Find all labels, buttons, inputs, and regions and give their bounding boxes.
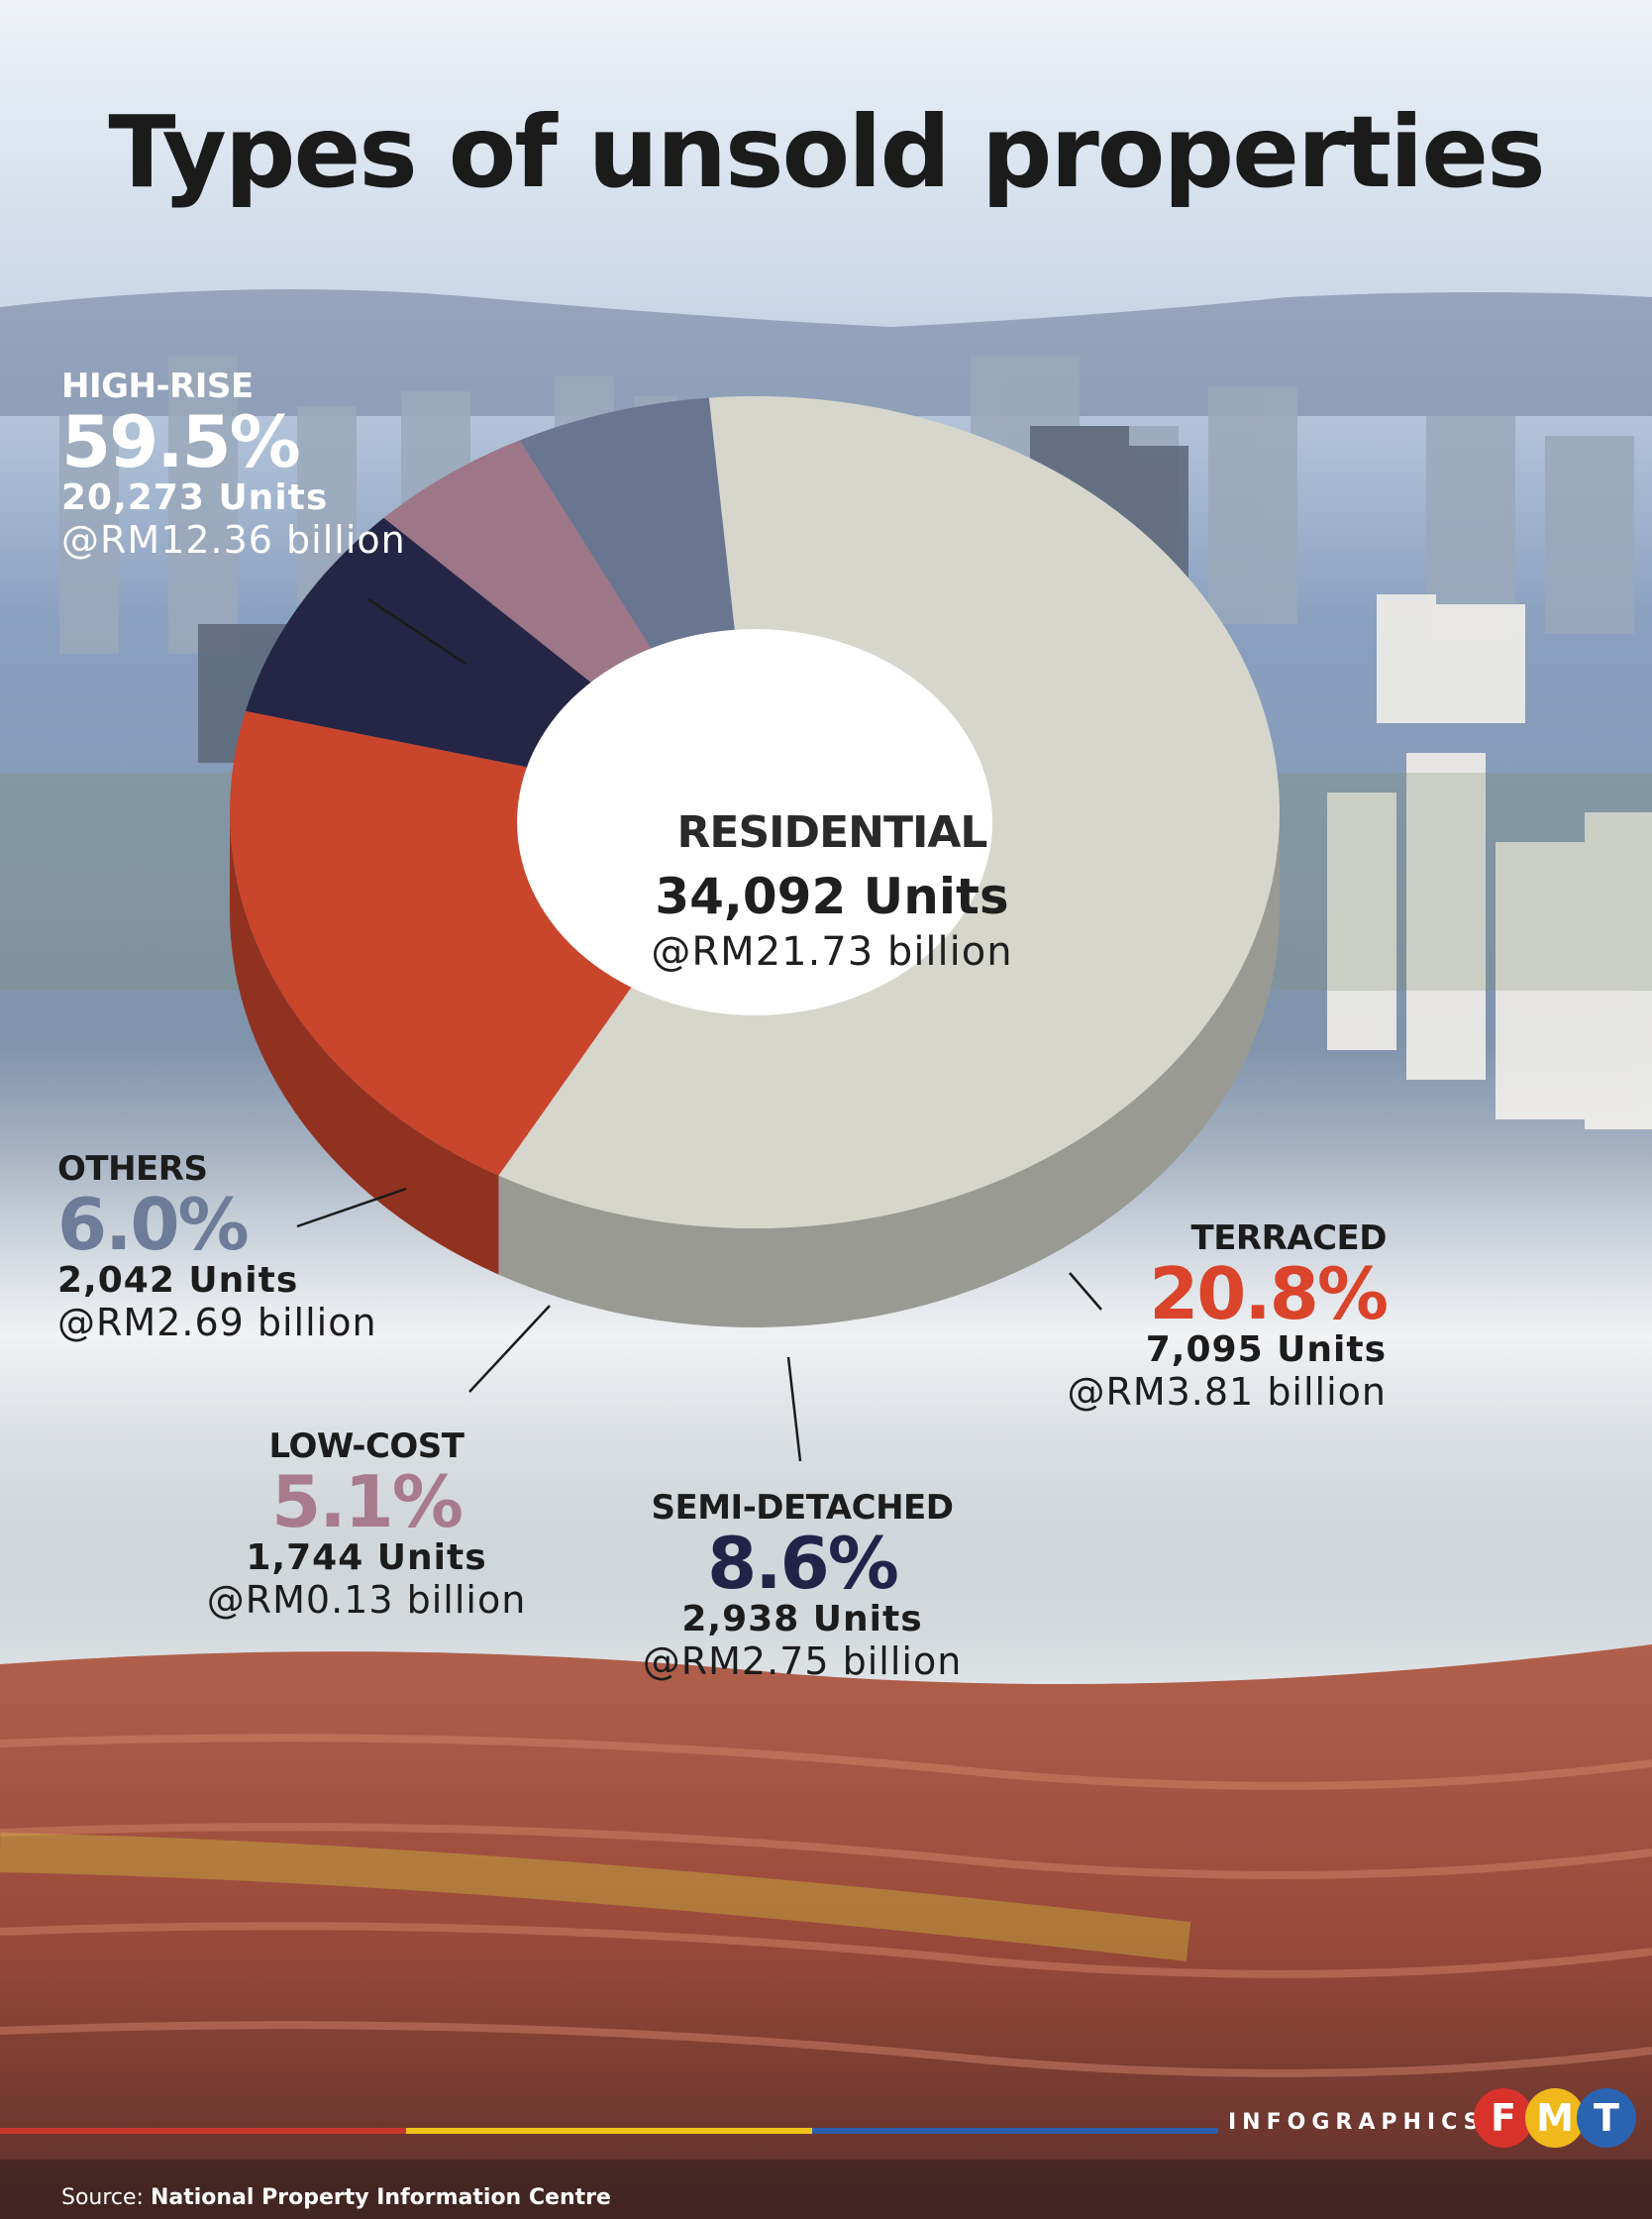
leader-line-highrise (367, 597, 466, 666)
footer-bar-yellow (406, 2128, 812, 2134)
leader-line-terraced (1069, 1272, 1102, 1311)
logo-letter-t: T (1577, 2088, 1636, 2148)
source-name: National Property Information Centre (150, 2185, 611, 2210)
label-terraced-percent: 20.8% (1149, 1252, 1389, 1335)
donut-side-group (230, 812, 1280, 1327)
page-title: Types of unsold properties (108, 94, 1545, 210)
label-others: OTHERS 6.0% 2,042 Units @RM2.69 billion (57, 1149, 377, 1344)
label-lowcost-units: 1,744 Units (246, 1537, 487, 1578)
label-semidetached-units: 2,938 Units (681, 1599, 923, 1639)
center-value: @RM21.73 billion (651, 929, 1013, 975)
leader-line-lowcost (468, 1305, 551, 1393)
label-highrise-percent: 59.5% (61, 400, 301, 483)
infographics-label: INFOGRAPHICS (1228, 2110, 1486, 2135)
leader-line-others (296, 1187, 407, 1228)
label-terraced: TERRACED 20.8% 7,095 Units @RM3.81 billi… (990, 1218, 1389, 1414)
slice-side-highrise (498, 812, 1280, 1327)
label-semidetached-value: @RM2.75 billion (642, 1639, 963, 1683)
label-semidetached-name: SEMI-DETACHED (651, 1488, 954, 1528)
label-terraced-value: @RM3.81 billion (1067, 1370, 1387, 1414)
label-highrise-name: HIGH-RISE (61, 367, 254, 406)
donut-hole (517, 629, 992, 1015)
label-lowcost: LOW-COST 5.1% 1,744 Units @RM0.13 billio… (158, 1426, 574, 1622)
footer-bar-red (0, 2128, 406, 2134)
label-others-units: 2,042 Units (57, 1260, 299, 1301)
label-highrise-value: @RM12.36 billion (61, 518, 406, 562)
source-note: Source: National Property Information Ce… (61, 2185, 611, 2210)
label-others-name: OTHERS (57, 1149, 208, 1189)
label-lowcost-name: LOW-COST (268, 1426, 465, 1466)
center-category: RESIDENTIAL (676, 807, 988, 858)
leader-lines (296, 597, 1102, 1462)
label-others-percent: 6.0% (57, 1183, 250, 1266)
center-units: 34,092 Units (655, 868, 1009, 925)
source-prefix: Source: (61, 2185, 151, 2210)
center-label: RESIDENTIAL 34,092 Units @RM21.73 billio… (555, 807, 1109, 975)
label-semidetached: SEMI-DETACHED 8.6% 2,938 Units @RM2.75 b… (584, 1488, 1020, 1683)
label-lowcost-value: @RM0.13 billion (206, 1578, 527, 1622)
label-others-value: @RM2.69 billion (57, 1301, 377, 1344)
label-semidetached-percent: 8.6% (707, 1522, 899, 1605)
label-lowcost-percent: 5.1% (271, 1460, 464, 1543)
leader-line-semidetached (786, 1356, 802, 1462)
label-terraced-name: TERRACED (1190, 1218, 1388, 1258)
label-terraced-units: 7,095 Units (1145, 1329, 1387, 1370)
logo-letter-f: F (1474, 2088, 1533, 2148)
footer-bar-blue (812, 2128, 1218, 2134)
label-highrise: HIGH-RISE 59.5% 20,273 Units @RM12.36 bi… (61, 367, 406, 562)
logo-letter-m: M (1525, 2088, 1585, 2148)
slice-side-terraced (230, 812, 499, 1275)
label-highrise-units: 20,273 Units (61, 477, 329, 518)
